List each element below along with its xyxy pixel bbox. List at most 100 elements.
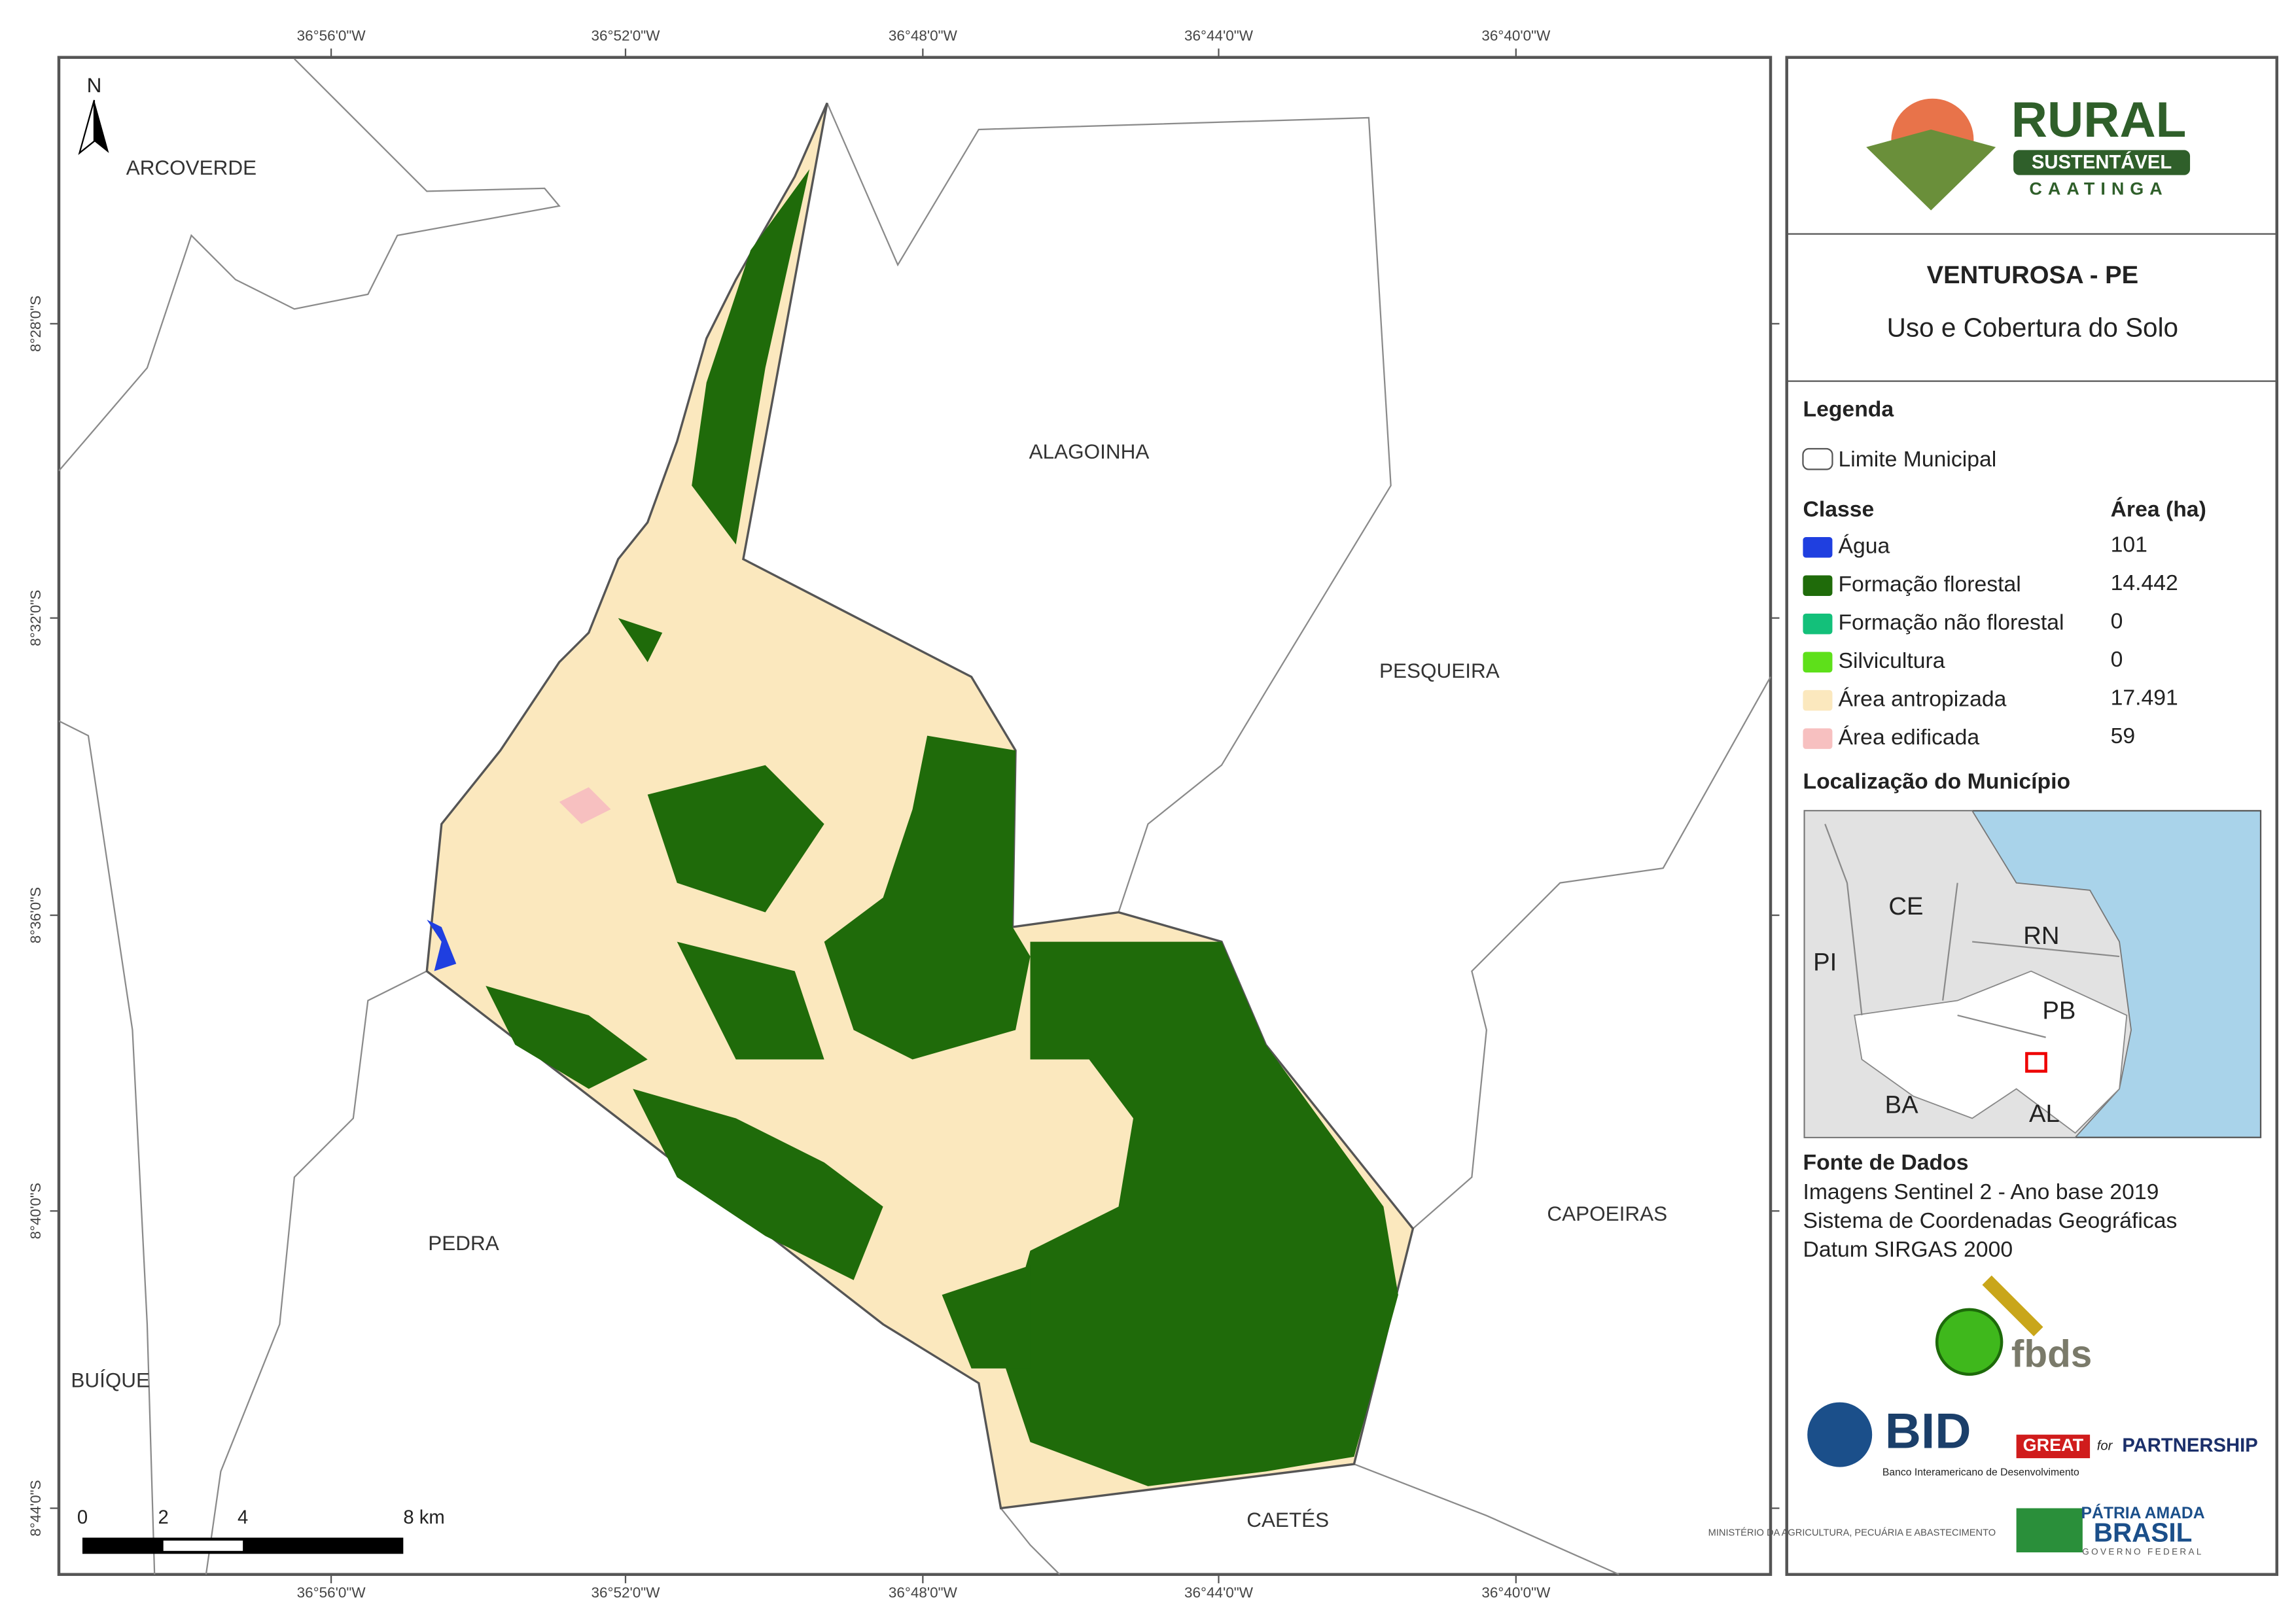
class-name: Área edificada bbox=[1838, 725, 1979, 750]
forest-patch bbox=[618, 618, 663, 663]
area-header: Área (ha) bbox=[2111, 497, 2206, 521]
coordinate-label: 36°48'0"W bbox=[889, 27, 958, 44]
source-line: Imagens Sentinel 2 - Ano base 2019 bbox=[1803, 1179, 2159, 1204]
inset-states: CE RN PI PB BA AL bbox=[1813, 892, 2075, 1128]
place-label: PEDRA bbox=[428, 1231, 499, 1255]
legend-label: Limite Municipal bbox=[1838, 447, 1996, 472]
inset-border bbox=[1824, 824, 2120, 1038]
class-swatch bbox=[1803, 575, 1833, 596]
state-label: AL bbox=[2029, 1100, 2060, 1128]
source-line: Sistema de Coordenadas Geográficas bbox=[1803, 1208, 2177, 1233]
sources-heading: Fonte de Dados bbox=[1803, 1150, 1968, 1175]
class-swatch bbox=[1803, 537, 1833, 558]
fbds-mark bbox=[1982, 1275, 2043, 1336]
class-area: 0 bbox=[2111, 647, 2123, 672]
logo-subtitle: SUSTENTÁVEL bbox=[2032, 150, 2172, 173]
patria: PÁTRIA AMADA bbox=[2081, 1504, 2204, 1522]
great-partnership: PARTNERSHIP bbox=[2122, 1435, 2257, 1456]
location-heading: Localização do Município bbox=[1803, 769, 2070, 794]
coordinate-label: 36°48'0"W bbox=[889, 1584, 958, 1601]
place-label: CAETÉS bbox=[1246, 1508, 1329, 1531]
boundary-line bbox=[58, 58, 561, 472]
coordinate-label: 36°40'0"W bbox=[1481, 1584, 1551, 1601]
governo: GOVERNO FEDERAL bbox=[2082, 1547, 2203, 1557]
legend-heading: Legenda bbox=[1803, 396, 1894, 421]
legend-classes: Água 101 Formação florestal 14.442 Formação … bbox=[1803, 532, 2178, 750]
forest-patch bbox=[824, 735, 1031, 1060]
class-swatch bbox=[1803, 613, 1833, 635]
class-area: 14.442 bbox=[2111, 570, 2178, 595]
class-header: Classe bbox=[1803, 497, 1874, 521]
state-label: PI bbox=[1813, 948, 1837, 976]
class-area: 17.491 bbox=[2111, 685, 2178, 710]
north-arrow bbox=[94, 99, 109, 153]
place-label: CAPOEIRAS bbox=[1547, 1202, 1667, 1225]
scale-bar-segment bbox=[163, 1541, 243, 1551]
water-body bbox=[427, 919, 457, 971]
coordinate-label: 8°44'0"S bbox=[27, 1480, 44, 1536]
scale-label: 0 bbox=[77, 1507, 88, 1528]
forest-patch bbox=[647, 765, 824, 913]
north-arrow bbox=[78, 99, 96, 155]
class-name: Silvicultura bbox=[1838, 648, 1945, 673]
class-area: 101 bbox=[2111, 532, 2147, 557]
map-subtitle: Uso e Cobertura do Solo bbox=[1887, 313, 2178, 343]
logo-emblem bbox=[1866, 129, 1996, 211]
coordinate-label: 8°28'0"S bbox=[27, 296, 44, 352]
scale-label: 8 km bbox=[403, 1507, 444, 1528]
map-area: N bbox=[57, 56, 1773, 1577]
boundary-line bbox=[1000, 1507, 1061, 1575]
great-text: GREAT bbox=[2023, 1435, 2084, 1455]
class-name: Área antropizada bbox=[1838, 687, 2006, 712]
ministry: MINISTÉRIO DA AGRICULTURA, PECUÁRIA E AB… bbox=[1708, 1527, 1996, 1539]
class-name: Formação não florestal bbox=[1838, 610, 2064, 635]
forest-patch bbox=[692, 169, 810, 545]
boundary-line bbox=[1354, 1463, 1619, 1575]
fbds-text: fbds bbox=[2011, 1333, 2092, 1375]
inset-state bbox=[1854, 970, 2128, 1134]
brasil: BRASIL bbox=[2094, 1518, 2193, 1548]
boundary-swatch bbox=[1802, 447, 1833, 470]
coordinate-label: 36°40'0"W bbox=[1481, 27, 1551, 44]
forest-patch bbox=[677, 941, 824, 1060]
class-swatch bbox=[1803, 689, 1833, 711]
scale-label: 4 bbox=[238, 1507, 248, 1528]
place-label: ARCOVERDE bbox=[126, 156, 256, 179]
bid-text: BID bbox=[1885, 1403, 1971, 1459]
boundary-line bbox=[205, 970, 427, 1575]
state-label: PB bbox=[2042, 997, 2075, 1025]
bid-logo bbox=[1807, 1402, 1873, 1467]
class-area: 59 bbox=[2111, 724, 2136, 748]
forest-patches bbox=[486, 169, 1398, 1486]
boundary-line bbox=[58, 720, 156, 1575]
logo-tagline: CAATINGA bbox=[2029, 179, 2168, 198]
fbds-logo bbox=[1935, 1308, 2004, 1376]
coordinate-label: 8°40'0"S bbox=[27, 1183, 44, 1239]
state-label: CE bbox=[1888, 892, 1923, 920]
coordinate-label: 36°44'0"W bbox=[1184, 27, 1254, 44]
class-swatch bbox=[1803, 652, 1833, 672]
class-name: Água bbox=[1838, 534, 1890, 559]
scale-label: 2 bbox=[158, 1507, 169, 1528]
sources: Imagens Sentinel 2 - Ano base 2019 Sistem… bbox=[1803, 1179, 2177, 1262]
class-area: 0 bbox=[2111, 608, 2123, 633]
forest-patch bbox=[1000, 941, 1398, 1486]
class-name: Formação florestal bbox=[1838, 572, 2021, 597]
inset-locator bbox=[2025, 1052, 2047, 1073]
place-label: ALAGOINHA bbox=[1029, 440, 1150, 463]
coordinate-label: 36°52'0"W bbox=[591, 1584, 660, 1601]
state-label: RN bbox=[2023, 922, 2059, 950]
location-inset bbox=[1803, 810, 2262, 1138]
brasil-flag bbox=[2016, 1508, 2083, 1553]
coordinate-label: 8°32'0"S bbox=[27, 590, 44, 646]
forest-patch bbox=[486, 986, 648, 1089]
source-line: Datum SIRGAS 2000 bbox=[1803, 1237, 2013, 1262]
north-label: N bbox=[87, 73, 102, 97]
boundary-line bbox=[1412, 676, 1771, 1230]
great-for: for bbox=[2097, 1439, 2113, 1453]
class-swatch bbox=[1803, 728, 1833, 749]
forest-patch bbox=[942, 1265, 1031, 1369]
great-badge bbox=[2016, 1435, 2091, 1459]
bid-name: Banco Interamericano de Desenvolvimento bbox=[1882, 1467, 2079, 1478]
